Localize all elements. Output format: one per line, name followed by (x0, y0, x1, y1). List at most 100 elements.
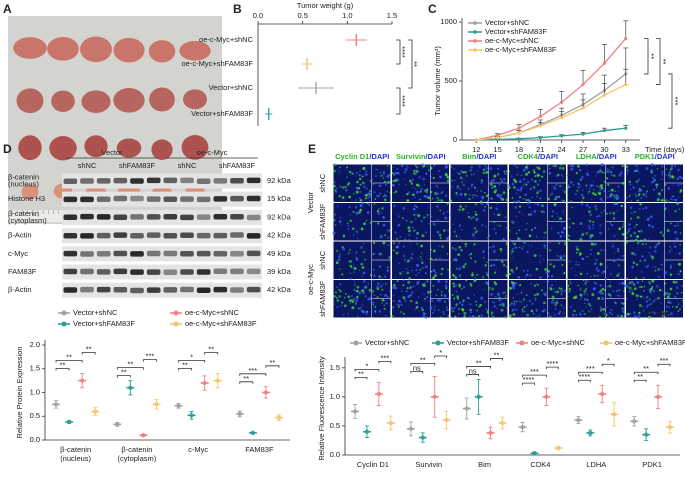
cell (486, 261, 488, 264)
cell (666, 292, 670, 296)
band (213, 178, 228, 184)
cell (671, 164, 674, 167)
cell (632, 261, 636, 265)
cell (408, 233, 411, 237)
cell (560, 293, 563, 296)
cell (411, 253, 414, 256)
cell (657, 296, 660, 300)
cell (587, 302, 591, 305)
cell (427, 169, 430, 172)
cell (355, 211, 359, 215)
cell (602, 307, 606, 311)
cell (596, 252, 600, 255)
cell (355, 299, 358, 303)
cell (605, 177, 609, 180)
cell (357, 307, 360, 310)
cell (529, 187, 533, 191)
cell (675, 286, 679, 289)
y-tick-label: 2.0 (30, 340, 40, 349)
cell (446, 306, 448, 308)
tumor (84, 135, 108, 158)
cell (377, 194, 380, 197)
cell (485, 166, 489, 170)
cell (493, 281, 497, 285)
cell (558, 195, 561, 198)
point (202, 380, 207, 386)
cell (470, 257, 472, 260)
cell (556, 255, 558, 257)
band (230, 268, 244, 275)
cell (482, 171, 485, 174)
cell (358, 211, 361, 214)
cell (642, 276, 645, 279)
cell (530, 283, 533, 285)
cell (473, 278, 477, 282)
cell (678, 252, 681, 255)
cell (562, 231, 565, 234)
cell (445, 280, 448, 283)
cell (347, 252, 350, 255)
cell (365, 311, 368, 315)
cell (411, 291, 414, 294)
cell (522, 197, 525, 200)
cell (353, 289, 356, 292)
cell (407, 281, 411, 284)
cell (561, 166, 565, 170)
point (364, 429, 370, 434)
cell (600, 184, 603, 188)
cell (461, 303, 464, 307)
cell (423, 216, 426, 219)
blot-strip (62, 173, 262, 189)
cell (618, 275, 620, 277)
cell (458, 313, 460, 315)
cell (628, 286, 632, 290)
cell (335, 286, 338, 289)
cell (347, 227, 350, 230)
band (230, 177, 244, 184)
cell (412, 285, 415, 288)
cell (597, 296, 601, 300)
cell (516, 232, 518, 235)
band (180, 232, 194, 238)
cell (417, 258, 420, 260)
cell (334, 303, 336, 305)
legend-marker (603, 340, 609, 346)
band (196, 232, 211, 239)
cell (472, 197, 474, 199)
cell (458, 301, 462, 304)
cell (471, 315, 475, 318)
cell (439, 175, 442, 179)
cell (415, 237, 418, 240)
cell (493, 220, 496, 224)
cell (637, 313, 640, 316)
cell (591, 293, 595, 297)
cell (584, 279, 588, 283)
cell (570, 267, 573, 270)
cell (528, 299, 531, 302)
cell (621, 181, 625, 185)
cell (661, 174, 663, 176)
cell (634, 239, 638, 242)
cell (493, 213, 496, 216)
cell (429, 306, 433, 310)
sig-label: *** (146, 352, 155, 361)
cell (430, 167, 433, 170)
cell (432, 249, 436, 253)
cell (456, 187, 459, 189)
micrograph (626, 203, 664, 241)
cell (384, 197, 386, 199)
cell (387, 266, 389, 268)
cell (676, 223, 679, 225)
cell (589, 220, 591, 222)
cell (392, 286, 396, 290)
cell (618, 283, 621, 285)
band (80, 251, 94, 257)
cell (355, 256, 358, 259)
band (63, 250, 78, 257)
cell (568, 287, 571, 290)
cell (415, 183, 419, 187)
cell (511, 256, 513, 259)
cell (645, 243, 647, 245)
cell (466, 296, 470, 300)
cell (353, 266, 357, 270)
